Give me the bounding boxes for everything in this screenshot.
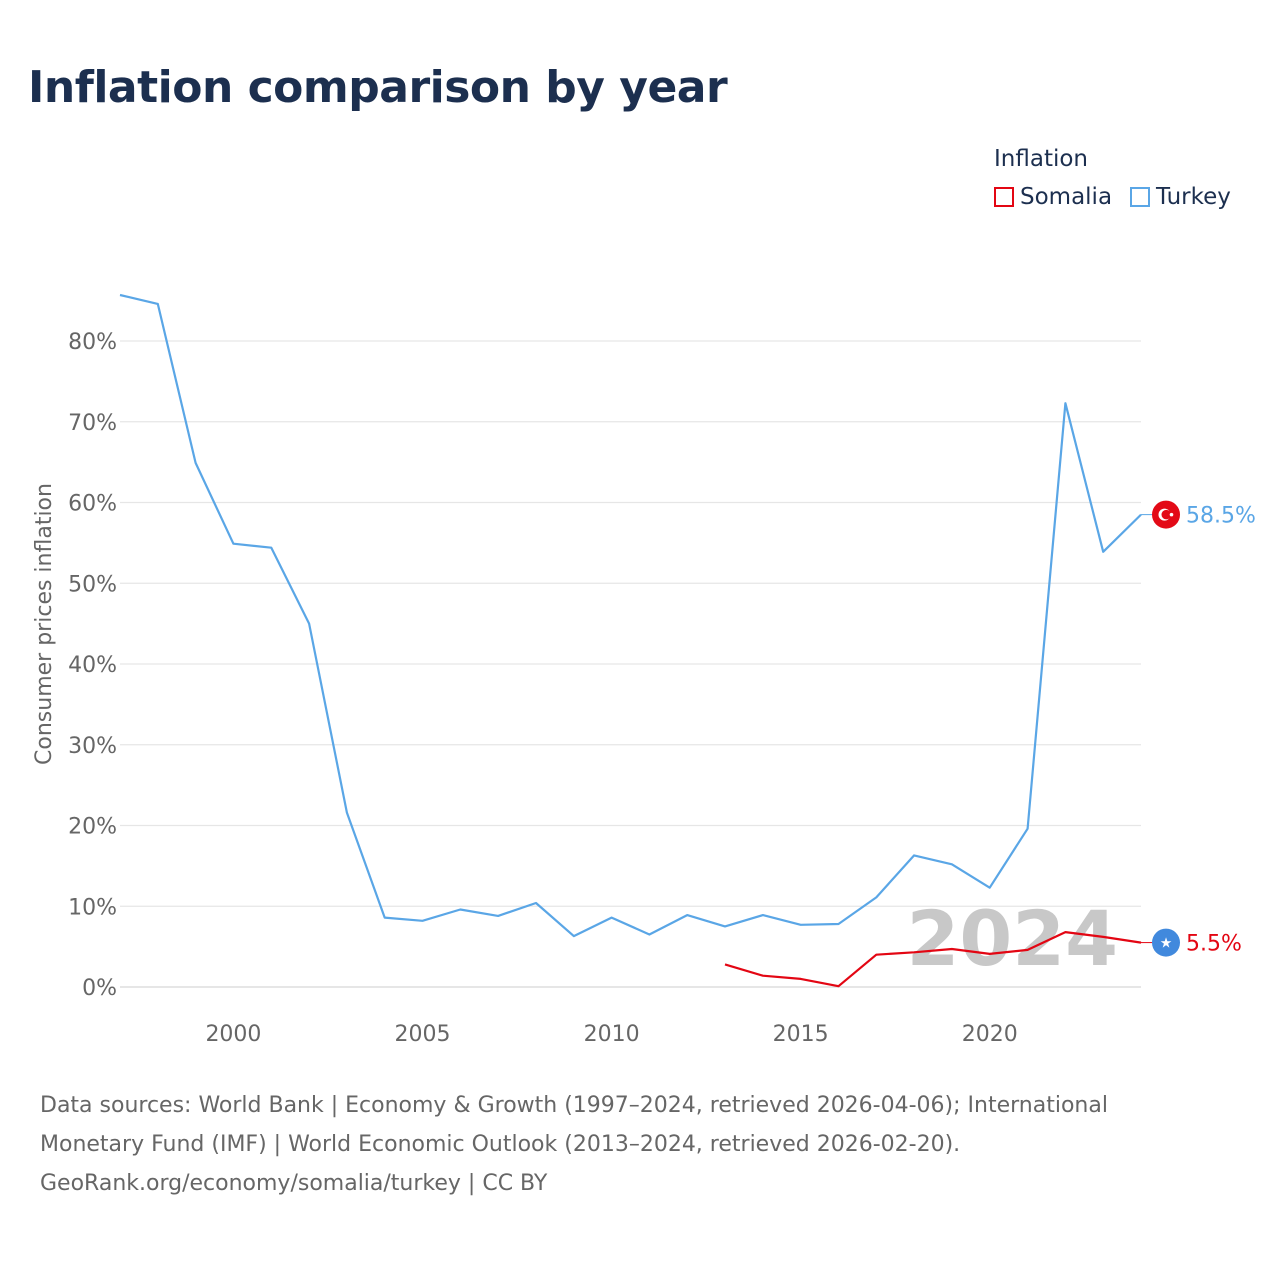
year-watermark: 2024 <box>906 894 1118 983</box>
y-tick-label-30: 30% <box>68 734 117 759</box>
y-tick-label-10: 10% <box>68 895 117 920</box>
legend-label-somalia: Somalia <box>1020 184 1113 210</box>
legend-label-turkey: Turkey <box>1156 184 1231 210</box>
y-tick-label-80: 80% <box>68 330 117 355</box>
series-lines <box>119 293 1142 988</box>
series-line-somalia <box>724 930 1142 988</box>
y-tick-label-40: 40% <box>68 653 117 678</box>
legend-title: Inflation <box>994 146 1088 172</box>
x-axis-ticks: 2000 2005 2010 2015 2020 <box>205 1022 1017 1047</box>
legend-swatch-somalia <box>994 187 1014 207</box>
end-value-label-turkey: 58.5% <box>1186 504 1256 529</box>
y-tick-label-60: 60% <box>68 492 117 517</box>
sources-line-2: Monetary Fund (IMF) | World Economic Out… <box>40 1132 961 1157</box>
legend-swatch-turkey <box>1130 187 1151 207</box>
turkey-flag-icon <box>1152 500 1180 529</box>
x-tick-label-2010: 2010 <box>584 1022 640 1047</box>
series-end-labels: 58.5% ★ 5.5% <box>1141 500 1256 957</box>
legend-item-somalia[interactable]: Somalia <box>994 184 1112 210</box>
flag-star <box>1169 512 1174 517</box>
sources-line-1: Data sources: World Bank | Economy & Gro… <box>40 1093 1108 1118</box>
page-title: Inflation comparison by year <box>28 62 728 113</box>
x-tick-label-2020: 2020 <box>962 1022 1018 1047</box>
series-line-turkey <box>119 293 1142 938</box>
flag-star: ★ <box>1160 936 1173 952</box>
y-axis-ticks: 0% 10% 20% 30% 40% 50% 60% 70% 80% <box>68 330 117 1001</box>
end-value-label-somalia: 5.5% <box>1186 932 1242 957</box>
data-sources: Data sources: World Bank | Economy & Gro… <box>40 1086 1220 1203</box>
flag-disc <box>1152 928 1180 957</box>
legend: Inflation Somalia Turkey <box>994 146 1231 210</box>
x-tick-label-2005: 2005 <box>395 1022 451 1047</box>
y-axis-label: Consumer prices inflation <box>32 483 57 765</box>
y-tick-label-50: 50% <box>68 572 117 597</box>
legend-item-turkey[interactable]: Turkey <box>1130 184 1231 210</box>
y-tick-label-70: 70% <box>68 411 117 436</box>
somalia-flag-icon: ★ <box>1152 928 1180 957</box>
grid-lines <box>120 340 1141 988</box>
x-tick-label-2000: 2000 <box>205 1022 261 1047</box>
flag-crescent-inner <box>1161 509 1172 520</box>
sources-line-3[interactable]: GeoRank.org/economy/somalia/turkey | CC … <box>40 1171 548 1196</box>
y-tick-label-0: 0% <box>82 976 117 1001</box>
x-tick-label-2015: 2015 <box>773 1022 829 1047</box>
inflation-line-chart: 0%10%20%30%40%50%60%70%80% 2000 2005 2010 2… <box>32 293 1256 1047</box>
y-tick-label-20: 20% <box>68 815 117 840</box>
legend-items: Somalia Turkey <box>994 184 1231 210</box>
